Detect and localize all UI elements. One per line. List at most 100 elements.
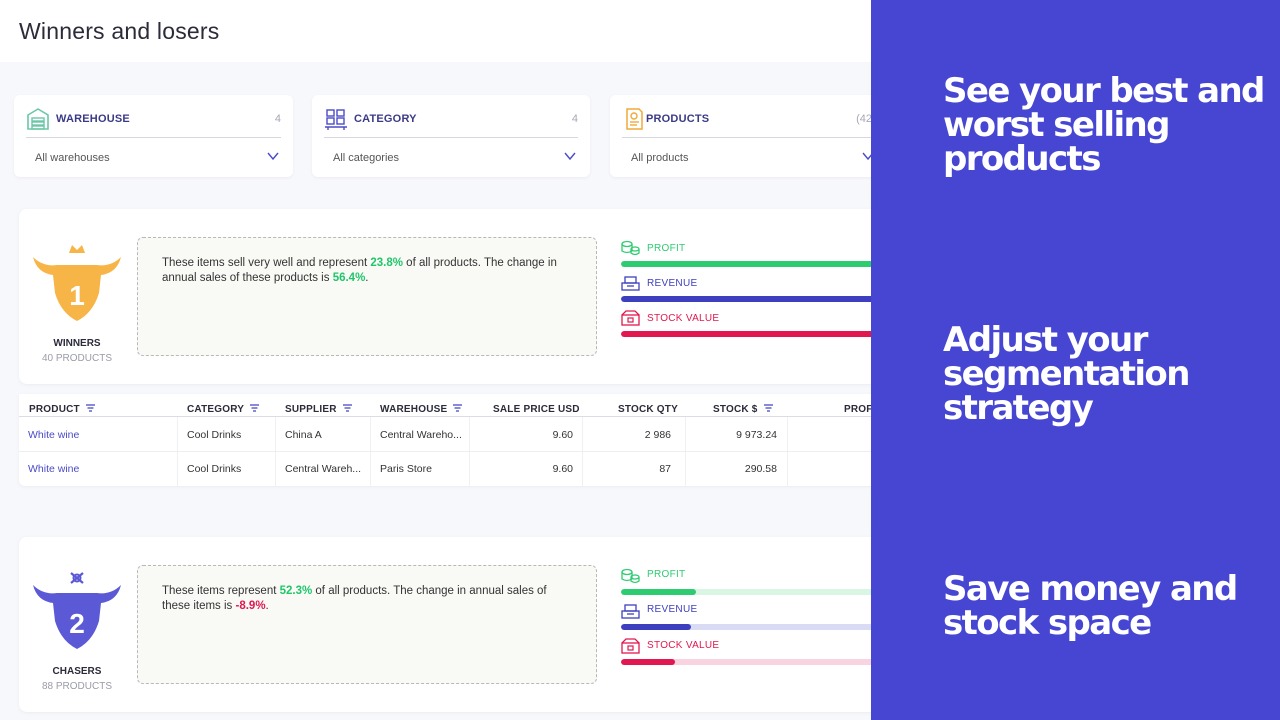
column-header-stock-qty[interactable]: STOCK QTY [618, 404, 678, 415]
table-row[interactable]: White wine Cool Drinks Central Wareh... … [19, 452, 871, 485]
profit-bar-fill [621, 589, 696, 595]
stock-value-bar-fill [621, 331, 871, 337]
profit-bar [621, 589, 871, 595]
product-name-link[interactable]: White wine [28, 463, 80, 475]
column-header-category[interactable]: CATEGORY [187, 404, 260, 415]
stock-value-bar [621, 331, 871, 337]
segment-rank: 2 [69, 608, 85, 639]
share-percent: 52.3% [279, 585, 313, 597]
revenue-bar [621, 624, 871, 630]
column-header-sale-price[interactable]: SALE PRICE USD [493, 404, 580, 415]
product-name-link[interactable]: White wine [28, 429, 80, 441]
segment-name: WINNERS [53, 338, 101, 349]
filter-divider [26, 137, 281, 138]
warehouse-cell: Central Wareho... [380, 429, 462, 441]
app-panel: Winners and losers WAREHOUSE 4 All wareh… [0, 0, 871, 712]
category-icon [325, 109, 347, 130]
page-header: Winners and losers [0, 0, 871, 62]
sort-icon[interactable] [85, 404, 95, 412]
column-header-stock-value[interactable]: STOCK $ [713, 404, 773, 415]
category-select-value[interactable]: All categories [333, 152, 400, 164]
metric-label: REVENUE [647, 278, 698, 289]
metric-label: REVENUE [647, 604, 698, 615]
promo-headline: Save money and stock space [943, 569, 1238, 643]
column-header-product[interactable]: PRODUCT [29, 404, 95, 415]
sort-icon[interactable] [250, 404, 260, 412]
profit-bar [621, 261, 871, 267]
desc-text: of all products. The change in annual sa… [162, 585, 547, 612]
table-header-divider [19, 416, 871, 417]
column-label: SUPPLIER [285, 404, 337, 415]
chasers-bull-icon: 2 [33, 572, 121, 649]
filter-title: PRODUCTS [646, 113, 710, 125]
stock-value-icon [621, 310, 640, 326]
table-row[interactable]: White wine Cool Drinks China A Central W… [19, 418, 871, 451]
products-select-value[interactable]: All products [631, 152, 689, 164]
category-cell: Cool Drinks [187, 429, 242, 441]
supplier-cell: China A [285, 429, 322, 441]
annual-change: -8.9% [235, 600, 266, 612]
stock-value-bar-fill [621, 659, 676, 665]
segment-name: CHASERS [52, 666, 102, 677]
winners-table: PRODUCT CATEGORY SUPPLIER WAREHOUSE SALE… [19, 394, 871, 486]
filter-title: CATEGORY [354, 113, 417, 125]
stock-value-cell: 290.58 [744, 463, 777, 475]
sort-icon[interactable] [453, 404, 463, 412]
profit-bar-fill [621, 261, 871, 267]
desc-text: . [365, 272, 369, 284]
warehouse-filter[interactable]: WAREHOUSE 4 All warehouses [14, 95, 293, 177]
metric-label: STOCK VALUE [647, 313, 720, 324]
winners-segment-card: 1 WINNERS 40 PRODUCTS These items sell v… [19, 209, 871, 384]
filter-count: 4 [571, 113, 578, 125]
share-percent: 23.8% [370, 257, 403, 269]
stock-qty-cell: 2 986 [644, 429, 671, 441]
promo-panel: See your best and worst selling products… [871, 0, 1280, 720]
column-label: WAREHOUSE [380, 404, 448, 415]
filter-divider [622, 137, 871, 138]
filter-title: WAREHOUSE [56, 113, 130, 125]
metric-label: PROFIT [647, 243, 686, 254]
segment-count: 40 PRODUCTS [41, 353, 112, 364]
chevron-down-icon[interactable] [564, 150, 576, 162]
chasers-segment-card: 2 CHASERS 88 PRODUCTS These items repres… [19, 537, 871, 712]
annual-change: 56.4% [332, 272, 366, 284]
segment-description: These items represent 52.3% of all produ… [137, 565, 597, 684]
chevron-down-icon[interactable] [267, 150, 279, 162]
filter-divider [324, 137, 578, 138]
profit-icon [621, 240, 640, 256]
segment-rank: 1 [69, 280, 85, 311]
category-filter[interactable]: CATEGORY 4 All categories [312, 95, 590, 177]
stock-value-icon [621, 638, 640, 654]
sale-price-cell: 9.60 [552, 429, 573, 441]
column-header-supplier[interactable]: SUPPLIER [285, 404, 352, 415]
category-cell: Cool Drinks [187, 463, 242, 475]
stock-value-cell: 9 973.24 [736, 429, 777, 441]
column-header-warehouse[interactable]: WAREHOUSE [380, 404, 463, 415]
segment-description: These items sell very well and represent… [137, 237, 597, 356]
chevron-down-icon[interactable] [862, 150, 871, 162]
revenue-icon [621, 276, 640, 291]
sort-icon[interactable] [342, 404, 352, 412]
metric-label: STOCK VALUE [647, 640, 720, 651]
warehouse-icon [27, 108, 49, 130]
desc-text: . [265, 600, 269, 612]
products-filter[interactable]: PRODUCTS (42 All products [610, 95, 871, 177]
supplier-cell: Central Wareh... [285, 463, 362, 475]
desc-text: These items sell very well and represent [162, 257, 371, 269]
revenue-bar-fill [621, 296, 871, 302]
promo-headline: See your best and worst selling products [943, 71, 1265, 179]
warehouse-select-value[interactable]: All warehouses [35, 152, 110, 164]
winners-bull-icon: 1 [33, 245, 121, 321]
column-label: STOCK $ [713, 404, 758, 415]
column-label: PRODUCT [29, 404, 80, 415]
sale-price-cell: 9.60 [552, 463, 573, 475]
revenue-icon [621, 604, 640, 619]
warehouse-cell: Paris Store [380, 463, 432, 475]
sort-icon[interactable] [763, 404, 773, 412]
column-header-profit[interactable]: PROF [844, 404, 871, 415]
desc-text: These items represent [162, 585, 280, 597]
column-label: CATEGORY [187, 404, 245, 415]
filter-count: 4 [274, 113, 281, 125]
row-divider [19, 451, 871, 452]
promo-headline: Adjust your segmentation strategy [943, 320, 1190, 428]
